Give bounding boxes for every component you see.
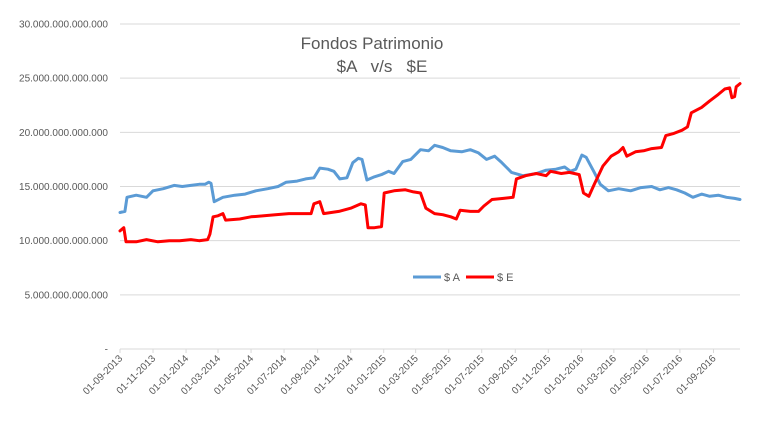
gridlines [120,23,740,296]
chart-title: Fondos Patrimonio [301,34,444,53]
legend-label: $ E [497,272,514,284]
legend: $ A $ E [413,272,514,284]
series-line-e [118,82,742,244]
series-line-a [118,143,742,214]
legend-label: $ A [444,272,461,284]
x-axis-ticks: 01-09-201301-11-201301-01-201401-03-2014… [81,349,719,397]
y-tick-label: 30.000.000.000.000 [19,20,108,31]
series-lines [118,82,742,244]
y-tick-label: 20.000.000.000.000 [19,128,108,139]
y-tick-label: - [105,345,108,356]
chart-subtitle: $A v/s $E [337,57,428,76]
y-tick-label: 25.000.000.000.000 [19,74,108,85]
y-tick-label: 5.000.000.000.000 [25,290,109,301]
y-tick-label: 15.000.000.000.000 [19,182,108,193]
y-axis-ticks: - 5.000.000.000.000 10.000.000.000.000 15.0… [19,20,108,356]
y-tick-label: 10.000.000.000.000 [19,236,108,247]
